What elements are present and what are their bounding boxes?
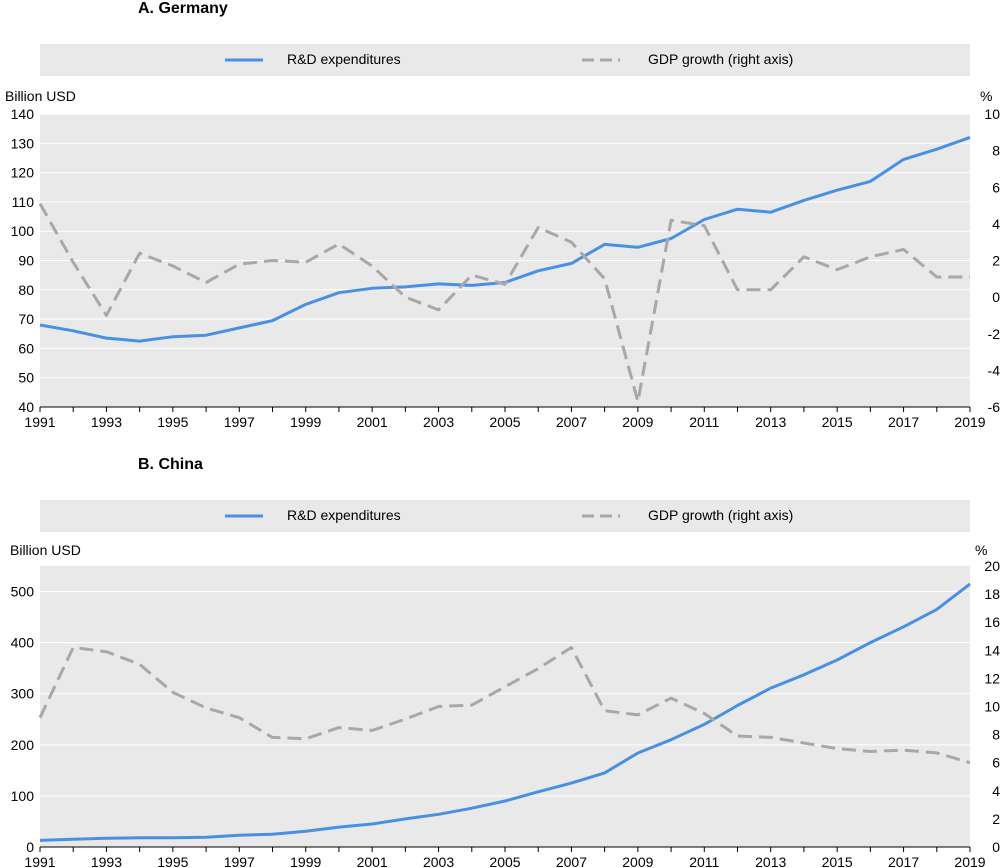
x-tick-label: 2017 — [888, 854, 919, 868]
x-tick-label: 2003 — [423, 414, 454, 430]
legend-swatch-rd — [225, 58, 263, 62]
right-axis-unit: % — [980, 88, 993, 104]
y-left-tick-label: 50 — [18, 370, 34, 386]
gdp-growth-line — [38, 202, 970, 403]
y-right-tick-label: -4 — [988, 362, 1000, 378]
x-tick-label: 1991 — [24, 414, 55, 430]
x-tick-label: 1997 — [224, 854, 255, 868]
rd-expenditures-line — [39, 582, 971, 842]
y-left-tick-label: 100 — [11, 788, 35, 804]
y-right-tick-label: 8 — [992, 143, 1000, 159]
y-right-tick-label: 0 — [992, 289, 1000, 305]
y-right-tick-label: 0 — [992, 839, 1000, 855]
y-right-tick-label: 14 — [984, 642, 1000, 658]
y-right-tick-label: -2 — [988, 326, 1000, 342]
y-left-tick-label: 110 — [12, 194, 35, 210]
x-tick-label: 1999 — [290, 414, 321, 430]
gdp-growth-line — [38, 646, 971, 765]
y-right-tick-label: 10 — [984, 106, 1000, 122]
x-tick-label: 2013 — [755, 414, 786, 430]
y-right-tick-label: 12 — [984, 670, 1000, 686]
y-left-tick-label: 140 — [11, 106, 35, 122]
x-tick-label: 2009 — [622, 414, 653, 430]
x-tick-label: 1995 — [157, 854, 188, 868]
y-right-tick-label: -6 — [988, 399, 1000, 415]
chart-title: B. China — [138, 456, 203, 473]
x-tick-label: 2019 — [954, 854, 985, 868]
right-axis-unit: % — [975, 542, 988, 558]
y-right-tick-label: 6 — [992, 755, 1000, 771]
left-axis-unit: Billion USD — [5, 88, 76, 104]
y-right-tick-label: 2 — [992, 811, 1000, 827]
y-left-tick-label: 80 — [18, 282, 34, 298]
y-left-tick-label: 60 — [18, 340, 34, 356]
y-left-tick-label: 200 — [11, 737, 35, 753]
y-right-tick-label: 4 — [992, 783, 1000, 799]
legend: R&D expenditures GDP growth (right axis) — [40, 500, 970, 532]
y-left-tick-label: 500 — [11, 584, 35, 600]
y-left-tick-label: 130 — [11, 135, 35, 151]
y-right-tick-label: 20 — [984, 558, 1000, 574]
x-tick-label: 2001 — [357, 414, 388, 430]
x-tick-label: 2005 — [489, 414, 520, 430]
x-tick-label: 2015 — [822, 854, 853, 868]
y-right-tick-label: 8 — [992, 727, 1000, 743]
x-tick-label: 1991 — [24, 854, 55, 868]
y-left-tick-label: 100 — [11, 223, 35, 239]
china-plot: 1991 1993 1995 1997 1999 2001 2003 2005 2007 2009… — [11, 558, 1000, 868]
panel-germany: A. Germany R&D expenditures GDP growth (… — [5, 0, 1000, 430]
y-left-tick-label: 70 — [18, 311, 34, 327]
y-right-tick-label: 16 — [984, 614, 1000, 630]
legend-label-rd: R&D expenditures — [287, 507, 401, 523]
chart-title: A. Germany — [138, 0, 228, 17]
y-left-tick-label: 40 — [18, 399, 34, 415]
y-right-tick-label: 2 — [992, 253, 1000, 269]
x-tick-label: 2009 — [622, 854, 653, 868]
y-left-tick-label: 120 — [11, 165, 35, 181]
plot-area — [40, 566, 970, 847]
panel-china: B. China R&D expenditures GDP growth (ri… — [0, 456, 1000, 868]
x-tick-label: 1999 — [290, 854, 321, 868]
x-tick-label: 1995 — [157, 414, 188, 430]
y-left-tick-label: 300 — [11, 686, 35, 702]
left-axis-unit: Billion USD — [10, 542, 81, 558]
legend-swatch-gdp — [582, 514, 620, 518]
x-tick-label: 2015 — [822, 414, 853, 430]
x-tick-label: 2011 — [689, 414, 719, 430]
x-tick-label: 2005 — [489, 854, 520, 868]
legend: R&D expenditures GDP growth (right axis) — [40, 44, 970, 76]
x-tick-label: 2001 — [357, 854, 388, 868]
x-tick-label: 2013 — [755, 854, 786, 868]
y-right-tick-label: 6 — [992, 179, 1000, 195]
legend-swatch-gdp — [582, 58, 620, 62]
legend-label-gdp: GDP growth (right axis) — [648, 51, 794, 67]
x-tick-label: 2017 — [888, 414, 919, 430]
x-tick-label: 2007 — [556, 414, 587, 430]
y-left-tick-label: 90 — [18, 253, 34, 269]
x-tick-label: 2011 — [689, 854, 719, 868]
legend-label-rd: R&D expenditures — [287, 51, 401, 67]
x-tick-label: 1997 — [224, 414, 255, 430]
x-tick-label: 1993 — [91, 854, 122, 868]
y-right-tick-label: 10 — [984, 699, 1000, 715]
x-tick-label: 1993 — [91, 414, 122, 430]
x-tick-label: 2003 — [423, 854, 454, 868]
x-tick-label: 2007 — [556, 854, 587, 868]
y-right-tick-label: 18 — [984, 586, 1000, 602]
germany-plot: 1991 1993 1995 1997 1999 2001 2003 2005 2007 2009… — [11, 106, 1000, 430]
x-tick-label: 2019 — [954, 414, 985, 430]
legend-label-gdp: GDP growth (right axis) — [648, 507, 794, 523]
y-right-tick-label: 4 — [992, 216, 1000, 232]
legend-swatch-rd — [225, 514, 263, 518]
y-left-tick-label: 0 — [26, 839, 34, 855]
y-left-tick-label: 400 — [11, 635, 35, 651]
